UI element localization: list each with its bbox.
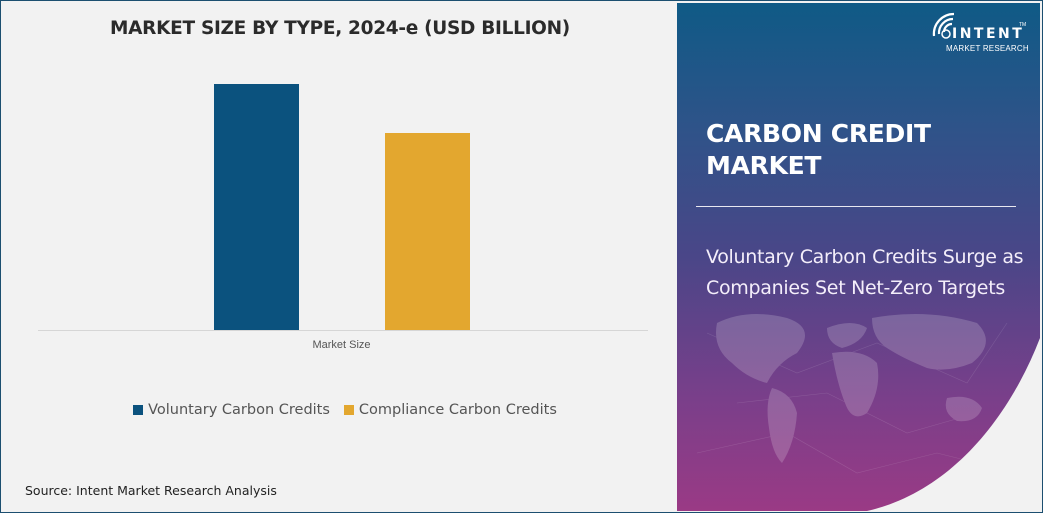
- chart-legend: Voluntary Carbon Credits Compliance Carb…: [0, 402, 690, 418]
- source-note: Source: Intent Market Research Analysis: [25, 483, 277, 498]
- chart-area: MARKET SIZE BY TYPE, 2024-e (USD BILLION…: [25, 18, 648, 498]
- bar-voluntary-carbon-credits: [214, 84, 299, 330]
- title-divider: [696, 206, 1016, 207]
- world-map-icon: [677, 303, 1040, 513]
- legend-swatch-voluntary: [133, 405, 144, 415]
- legend-label: Voluntary Carbon Credits: [148, 402, 330, 418]
- legend-item-voluntary: Voluntary Carbon Credits: [133, 402, 330, 418]
- intent-logo-signal-icon: [932, 12, 955, 39]
- legend-swatch-compliance: [343, 405, 354, 415]
- legend-item-compliance: Compliance Carbon Credits: [343, 402, 557, 418]
- logo-subtitle: MARKET RESEARCH: [946, 44, 1029, 53]
- legend-label: Compliance Carbon Credits: [358, 402, 557, 418]
- side-panel: [677, 3, 1040, 511]
- x-axis-category-label: Market Size: [312, 339, 371, 351]
- market-headline: Voluntary Carbon Credits Surge as Compan…: [706, 246, 1024, 299]
- chart-title: MARKET SIZE BY TYPE, 2024-e (USD BILLION…: [110, 18, 570, 39]
- market-title: CARBON CREDIT MARKET: [706, 119, 931, 180]
- logo-trademark: TM: [1019, 22, 1027, 28]
- bar-compliance-carbon-credits: [385, 133, 470, 330]
- logo-wordmark: INTENT: [952, 26, 1025, 42]
- x-axis-line: [38, 330, 648, 331]
